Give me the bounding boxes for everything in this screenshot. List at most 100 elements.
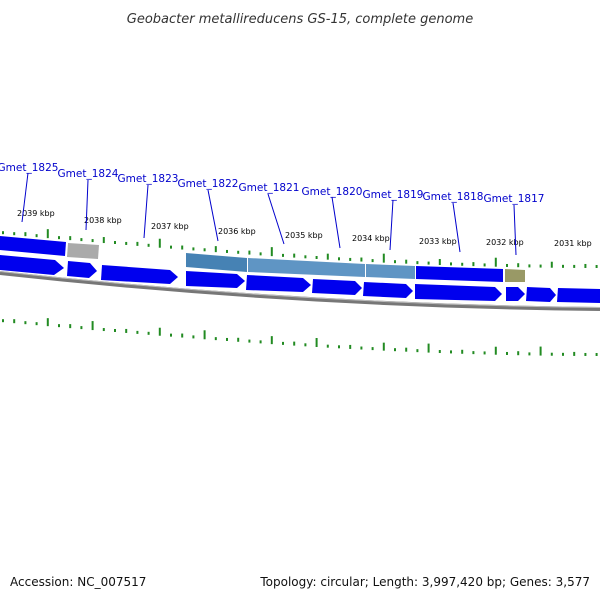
genome-summary: Topology: circular; Length: 3,997,420 bp…: [259, 575, 590, 589]
kbp-label: 2032 kbp: [486, 238, 524, 247]
gene-gmet-1820-arc[interactable]: [366, 264, 415, 279]
coverage-tick: [382, 253, 385, 263]
coverage-tick: [483, 351, 486, 355]
kbp-label: 2038 kbp: [84, 216, 122, 225]
gene-arrow-6[interactable]: [312, 279, 362, 295]
gene-arrow-11[interactable]: [557, 288, 600, 303]
pseudo-gmet-1824-arc[interactable]: [67, 243, 99, 259]
gene-labels: Gmet_1825 Gmet_1824 Gmet_1823 Gmet_1822 …: [0, 162, 544, 205]
coverage-tick: [573, 351, 576, 356]
coverage-tick: [282, 341, 284, 345]
coverage-tick: [125, 241, 128, 245]
gene-arrow-8[interactable]: [415, 284, 502, 301]
coverage-tick: [405, 259, 408, 264]
coverage-tick: [58, 236, 60, 240]
coverage-tick: [58, 324, 60, 328]
gene-label-gmet-1825[interactable]: Gmet_1825: [0, 162, 58, 174]
coverage-tick: [248, 339, 251, 343]
gene-gmet-1822-arc[interactable]: [186, 253, 247, 272]
gene-arrow-10[interactable]: [526, 287, 556, 302]
gene-arrow-3[interactable]: [101, 265, 178, 284]
coverage-tick: [326, 344, 329, 348]
gene-arrow-2[interactable]: [67, 261, 97, 278]
coverage-tick: [427, 343, 430, 353]
coverage-tick: [24, 232, 27, 237]
kbp-label: 2035 kbp: [285, 231, 323, 240]
leader-gmet-1821: [267, 193, 285, 245]
gene-label-gmet-1823[interactable]: Gmet_1823: [118, 173, 179, 185]
coverage-tick: [494, 257, 497, 267]
coverage-tick: [371, 259, 374, 263]
gene-arrow-7[interactable]: [363, 282, 413, 298]
gene-gmet-1818-arc[interactable]: [416, 266, 503, 282]
gene-leader-lines: [21, 172, 517, 256]
coverage-tick: [102, 328, 105, 332]
coverage-tick: [349, 257, 352, 261]
coverage-tick: [46, 229, 49, 239]
coverage-tick: [472, 351, 475, 355]
coverage-tick: [394, 348, 396, 352]
gene-label-gmet-1818[interactable]: Gmet_1818: [423, 191, 484, 203]
gene-label-gmet-1824[interactable]: Gmet_1824: [58, 168, 119, 180]
coverage-tick: [438, 259, 441, 266]
genome-backbone: [0, 271, 600, 311]
coverage-tick: [237, 337, 240, 342]
coverage-tick: [562, 352, 564, 356]
coverage-tick: [270, 336, 273, 345]
gene-arrow-5[interactable]: [246, 275, 311, 292]
coverage-tick: [539, 346, 542, 356]
gene-label-gmet-1817[interactable]: Gmet_1817: [484, 193, 545, 205]
coverage-tick: [382, 342, 385, 351]
coverage-tick: [259, 252, 262, 256]
coverage-tick: [13, 319, 16, 324]
coverage-tick: [69, 236, 72, 241]
gene-gmet-1817-arc[interactable]: [505, 269, 525, 282]
gene-label-gmet-1820[interactable]: Gmet_1820: [302, 186, 363, 198]
coverage-tick: [528, 264, 531, 268]
leader-gmet-1823: [143, 184, 149, 239]
coverage-tick: [282, 253, 284, 257]
map-title: Geobacter metallireducens GS-15, complet…: [127, 12, 473, 27]
coverage-tick: [562, 264, 564, 268]
coverage-tick: [46, 318, 49, 327]
gene-label-gmet-1819[interactable]: Gmet_1819: [363, 189, 424, 201]
gene-label-gmet-1821[interactable]: Gmet_1821: [239, 182, 300, 194]
coverage-tick: [472, 262, 475, 267]
lower-tick-track: [2, 318, 598, 356]
coverage-tick: [416, 349, 419, 353]
coverage-tick: [416, 261, 419, 265]
gene-arrow-9[interactable]: [506, 287, 525, 301]
coverage-tick: [360, 257, 363, 262]
coverage-tick: [550, 261, 553, 268]
coverage-tick: [371, 347, 374, 351]
upper-tick-track: [2, 229, 598, 268]
coverage-tick: [237, 250, 240, 254]
coverage-tick: [226, 249, 228, 253]
leader-gmet-1820: [331, 196, 341, 249]
coverage-tick: [539, 264, 542, 268]
coverage-tick: [69, 324, 72, 329]
gene-arrow-4[interactable]: [186, 271, 245, 288]
coverage-tick: [2, 231, 4, 235]
coverage-tick: [170, 245, 172, 249]
coverage-tick: [114, 240, 116, 244]
coverage-tick: [461, 262, 464, 266]
kbp-label: 2033 kbp: [419, 237, 457, 246]
coverage-tick: [259, 340, 262, 344]
coverage-tick: [550, 352, 553, 356]
coverage-tick: [192, 247, 195, 251]
gene-arrow-1[interactable]: [0, 255, 64, 275]
coverage-tick: [405, 347, 408, 352]
coverage-tick: [181, 333, 184, 338]
coverage-tick: [450, 262, 452, 266]
gene-gmet-1825-arc[interactable]: [0, 236, 66, 256]
coverage-tick: [360, 346, 363, 350]
kbp-label: 2034 kbp: [352, 234, 390, 243]
coverage-tick: [35, 322, 38, 326]
gene-gmet-1821-arc[interactable]: [248, 258, 365, 277]
gene-label-gmet-1822[interactable]: Gmet_1822: [178, 178, 239, 190]
coverage-tick: [80, 326, 83, 330]
coverage-tick: [203, 330, 206, 340]
coverage-tick: [584, 352, 587, 356]
coverage-tick: [203, 248, 206, 252]
